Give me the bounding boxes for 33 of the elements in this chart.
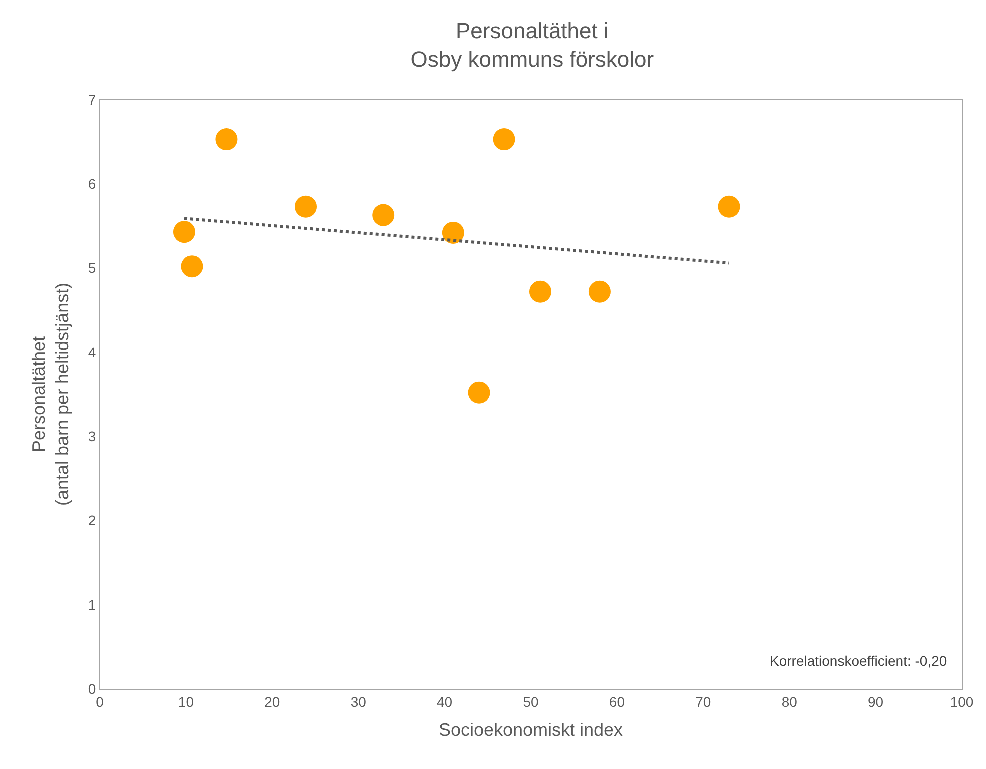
y-tick-label: 2 <box>88 512 96 529</box>
point <box>529 280 552 303</box>
point <box>468 382 490 404</box>
x-tick-label: 50 <box>523 694 539 710</box>
y-tick-label: 0 <box>88 680 96 697</box>
chart-title: Personaltäthet i Osby kommuns förskolor <box>410 18 654 72</box>
x-tick-label: 60 <box>609 694 626 710</box>
x-tick-label: 100 <box>950 694 974 710</box>
point <box>588 280 611 303</box>
point <box>718 196 740 218</box>
point <box>173 221 196 244</box>
point <box>181 256 204 278</box>
y-tick-label: 6 <box>88 176 96 192</box>
point <box>442 222 464 244</box>
y-tick-label: 4 <box>88 344 96 360</box>
x-tick-label: 10 <box>178 694 194 710</box>
point <box>295 196 318 218</box>
y-tick-label: 1 <box>88 596 96 613</box>
x-tick-label: 30 <box>350 694 367 710</box>
y-tick-label: 7 <box>88 92 96 108</box>
y-axis-title: Personaltäthet (antal barn per heltidstjänst) <box>29 282 73 506</box>
y-tick-label: 3 <box>88 428 96 444</box>
point <box>372 204 395 226</box>
x-tick-label: 70 <box>696 694 712 710</box>
x-axis-title: Socioekonomiskt index <box>438 720 624 740</box>
x-tick-label: 80 <box>782 694 798 710</box>
point <box>216 128 238 151</box>
x-tick-label: 20 <box>264 694 280 710</box>
point <box>493 128 516 151</box>
y-tick-label: 5 <box>88 260 96 276</box>
x-tick-label: 90 <box>868 694 884 710</box>
annotation: Korrelationskoefficient: -0,20 <box>770 653 948 669</box>
x-tick-label: 40 <box>437 694 453 710</box>
